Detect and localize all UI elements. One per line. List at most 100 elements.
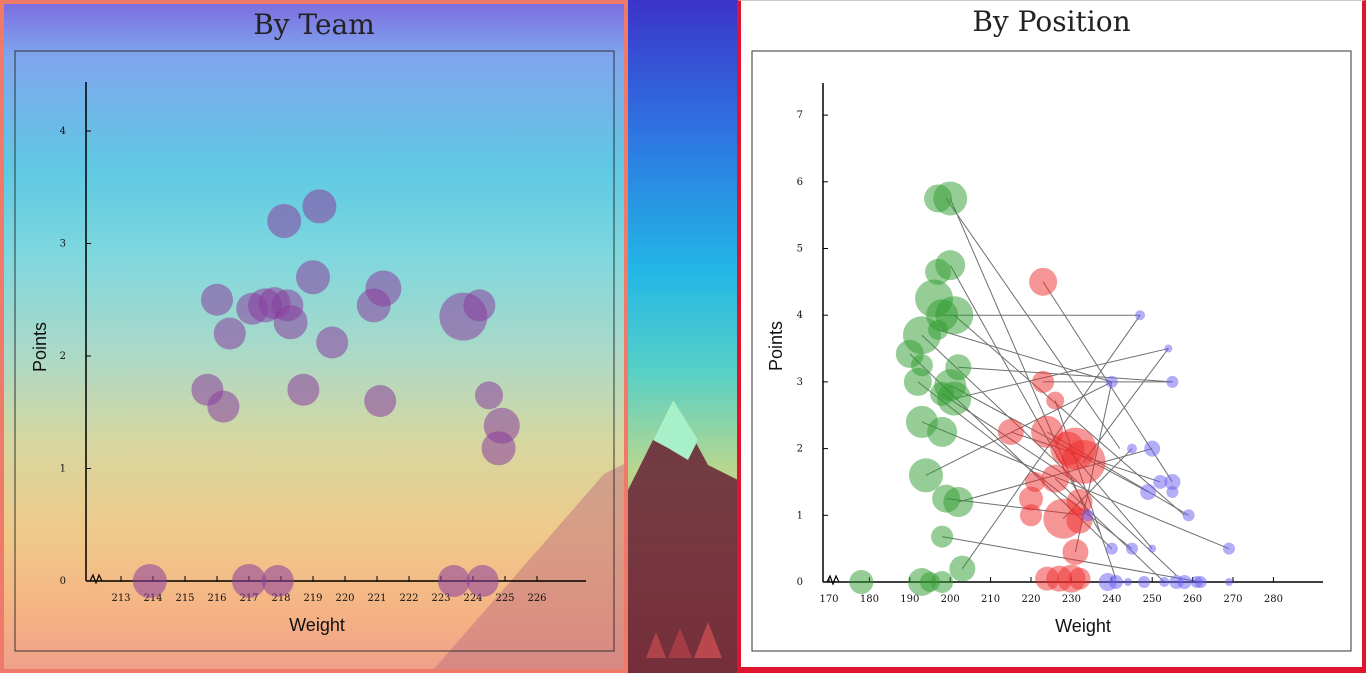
data-point	[1164, 344, 1173, 353]
data-point	[1105, 375, 1118, 388]
x-tick-label: 226	[527, 593, 546, 604]
data-point	[903, 367, 932, 396]
data-point	[267, 204, 302, 238]
y-tick-label: 4	[797, 310, 803, 321]
x-tick-label: 230	[1062, 594, 1081, 605]
y-tick-label: 4	[60, 126, 66, 137]
data-point	[1222, 542, 1235, 555]
data-point	[1019, 486, 1043, 511]
data-point	[296, 260, 330, 295]
data-point	[949, 555, 976, 582]
data-point	[364, 385, 397, 417]
y-tick-label: 3	[60, 239, 66, 250]
data-point	[849, 570, 874, 594]
data-point	[1061, 439, 1106, 484]
x-tick-label: 221	[367, 593, 386, 604]
data-point	[1166, 375, 1179, 388]
x-tick-label: 214	[143, 593, 162, 604]
data-point	[931, 525, 954, 548]
y-tick-label: 1	[60, 464, 66, 475]
y-tick-label: 3	[797, 377, 803, 388]
data-point	[1166, 485, 1179, 498]
chart-frame	[751, 50, 1352, 652]
data-point	[1126, 542, 1138, 555]
data-point	[475, 381, 503, 410]
x-tick-label: 190	[900, 594, 919, 605]
connection-line	[921, 421, 1230, 550]
mountain-decoration	[434, 464, 624, 669]
x-tick-label: 216	[207, 593, 226, 604]
connection-line	[937, 329, 1112, 383]
data-point	[997, 418, 1024, 445]
data-point	[933, 181, 968, 216]
data-point	[1148, 544, 1157, 553]
data-point	[1138, 576, 1151, 588]
data-point	[466, 565, 499, 597]
data-point	[927, 416, 958, 447]
data-point	[1068, 567, 1091, 590]
data-point	[943, 486, 974, 517]
data-point	[908, 458, 943, 493]
data-point	[481, 431, 516, 466]
data-point	[213, 317, 246, 350]
x-tick-label: 170	[819, 594, 838, 605]
data-point	[1032, 370, 1055, 393]
by-position-chart: 170 180 190 200 210 220 230 240 250 260 270 280 0 1 2 3…	[751, 50, 1352, 652]
data-point	[1062, 538, 1089, 565]
x-tick-label: 217	[239, 593, 258, 604]
y-tick-label: 6	[797, 177, 803, 188]
connection-line	[949, 264, 1101, 533]
data-point	[1127, 443, 1137, 454]
data-point	[1135, 310, 1146, 321]
data-point	[1177, 575, 1192, 589]
data-point	[207, 390, 240, 423]
data-point	[1153, 474, 1168, 489]
x-tick-label: 225	[495, 593, 514, 604]
data-point	[316, 326, 349, 359]
data-point	[1164, 473, 1181, 490]
y-axis-label: Points	[30, 322, 50, 372]
by-team-panel: By Team 213 214 215 216 217 218 219 220 221 222 22…	[0, 0, 628, 673]
x-axis-label: Weight	[1055, 616, 1111, 636]
x-tick-label: 200	[941, 594, 960, 605]
data-point	[1144, 440, 1161, 457]
data-point	[356, 288, 391, 323]
data-point	[302, 189, 337, 224]
data-point	[261, 565, 294, 597]
y-tick-label: 7	[797, 110, 803, 121]
data-point	[1081, 509, 1094, 522]
data-point	[935, 250, 966, 281]
data-point	[1029, 267, 1058, 296]
data-point	[437, 565, 470, 597]
x-axis-label: Weight	[289, 615, 345, 635]
x-tick-label: 213	[111, 593, 130, 604]
y-tick-label: 0	[797, 577, 803, 588]
axis-break-mark	[89, 573, 103, 585]
y-tick-label: 0	[60, 576, 66, 587]
data-point	[287, 373, 320, 406]
x-tick-label: 220	[335, 593, 354, 604]
x-tick-label: 280	[1264, 594, 1283, 605]
data-point	[1105, 542, 1118, 555]
x-tick-label: 219	[303, 593, 322, 604]
data-point	[132, 564, 167, 598]
connection-line	[945, 198, 1121, 449]
by-team-chart: 213 214 215 216 217 218 219 220 221 222 223 224 225 2…	[14, 50, 624, 669]
x-tick-label: 250	[1143, 594, 1162, 605]
y-tick-label: 2	[797, 444, 803, 455]
x-tick-label: 270	[1223, 594, 1242, 605]
data-point	[1123, 578, 1132, 586]
y-axis-label: Points	[766, 321, 786, 371]
x-tick-label: 180	[860, 594, 879, 605]
x-tick-label: 240	[1102, 594, 1121, 605]
y-tick-label: 5	[797, 244, 803, 255]
data-point	[201, 283, 233, 316]
data-point	[1182, 509, 1195, 522]
data-point	[1159, 577, 1170, 587]
data-point	[937, 381, 972, 416]
data-point	[273, 305, 308, 340]
data-point	[931, 571, 954, 593]
data-point	[1224, 578, 1233, 586]
x-tick-label: 215	[175, 593, 194, 604]
x-tick-label: 220	[1021, 594, 1040, 605]
